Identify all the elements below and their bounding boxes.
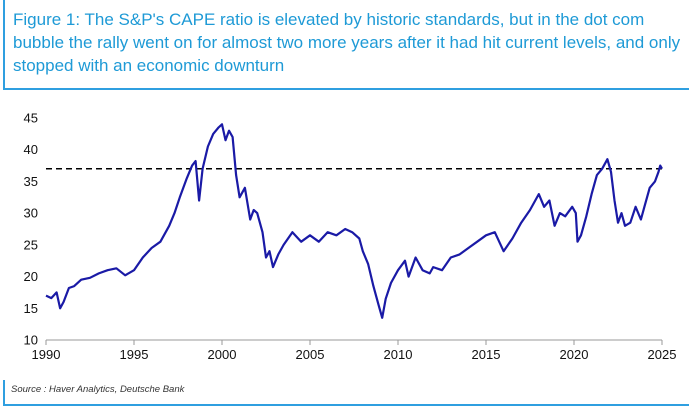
y-tick-label: 45 <box>24 111 38 126</box>
y-tick-label: 40 <box>24 142 38 157</box>
source-note: Source : Haver Analytics, Deutsche Bank <box>11 384 185 395</box>
figure-title: Figure 1: The S&P's CAPE ratio is elevat… <box>13 10 681 75</box>
y-axis-ticks: 10 15 20 25 30 35 40 45 <box>24 111 38 348</box>
y-tick-label: 10 <box>24 333 38 348</box>
x-tick-label: 2000 <box>208 347 237 362</box>
y-tick-label: 20 <box>24 269 38 284</box>
x-axis-ticks: 1990 1995 2000 2005 2010 2015 2020 2025 <box>32 340 677 362</box>
x-tick-label: 1995 <box>120 347 149 362</box>
y-tick-label: 35 <box>24 174 38 189</box>
x-tick-label: 2015 <box>472 347 501 362</box>
source-block: Source : Haver Analytics, Deutsche Bank <box>3 380 689 406</box>
x-tick-label: 2010 <box>384 347 413 362</box>
title-block: Figure 1: The S&P's CAPE ratio is elevat… <box>3 0 689 90</box>
y-tick-label: 25 <box>24 237 38 252</box>
x-tick-label: 2020 <box>560 347 589 362</box>
y-tick-label: 30 <box>24 206 38 221</box>
x-tick-label: 2025 <box>648 347 677 362</box>
y-tick-label: 15 <box>24 301 38 316</box>
x-tick-label: 2005 <box>296 347 325 362</box>
cape-series-line <box>45 123 663 319</box>
x-tick-label: 1990 <box>32 347 61 362</box>
